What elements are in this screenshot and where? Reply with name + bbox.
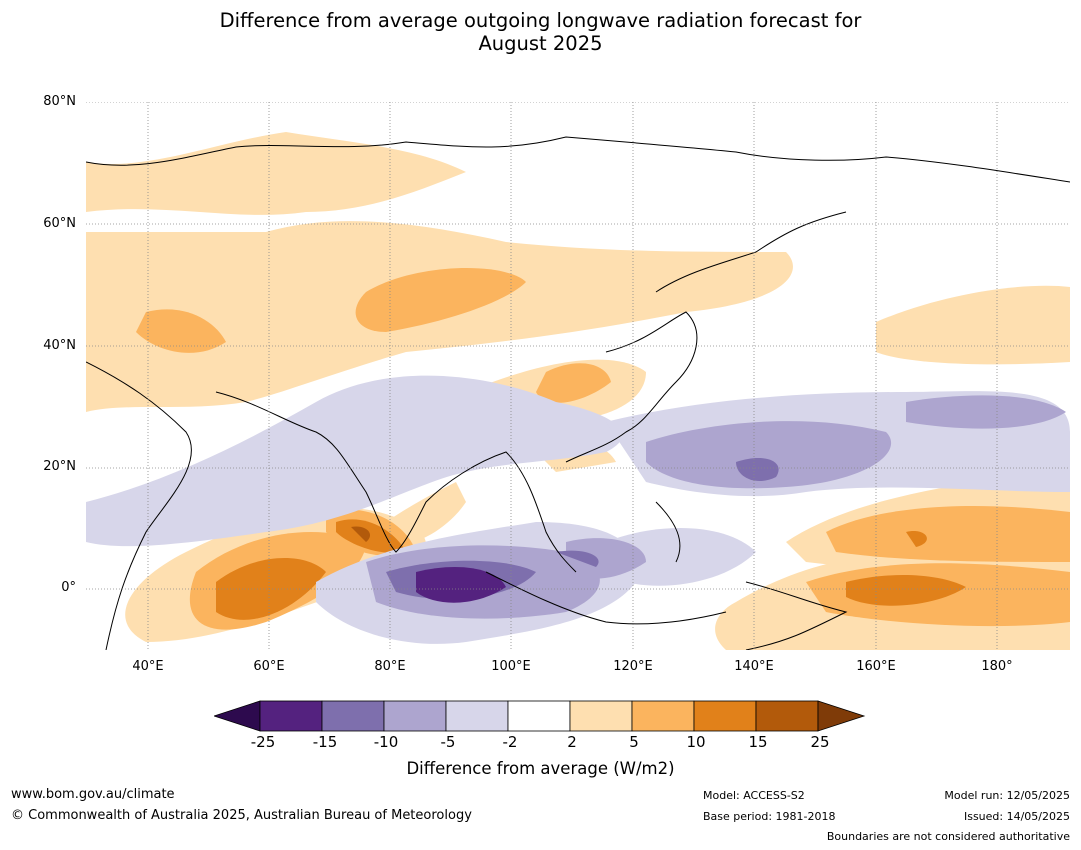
colorbar-tick-2: -10 bbox=[373, 733, 399, 751]
lon-label-40e: 40°E bbox=[132, 659, 164, 674]
issued-text: Issued: 14/05/2025 bbox=[963, 810, 1070, 823]
colorbar-tick-4: -2 bbox=[502, 733, 518, 751]
anomaly-map bbox=[86, 102, 1070, 650]
colorbar-tick-5: 2 bbox=[567, 733, 577, 751]
base-period-text: Base period: 1981-2018 bbox=[703, 810, 836, 823]
title-line-1: Difference from average outgoing longwav… bbox=[219, 9, 862, 32]
lat-label-0: 0° bbox=[61, 580, 76, 595]
colorbar-segment bbox=[755, 700, 819, 732]
title-line-2: August 2025 bbox=[478, 32, 603, 55]
colorbar-segment bbox=[569, 700, 633, 732]
colorbar-extend-low bbox=[214, 700, 261, 732]
colorbar-segment bbox=[445, 700, 509, 732]
lat-label-20n: 20°N bbox=[43, 459, 76, 474]
colorbar-label: Difference from average (W/m2) bbox=[406, 759, 675, 778]
colorbar bbox=[214, 700, 866, 732]
model-text: Model: ACCESS-S2 bbox=[703, 789, 805, 802]
gridlines bbox=[86, 102, 1070, 650]
model-run-text: Model run: 12/05/2025 bbox=[944, 789, 1070, 802]
colorbar-tick-9: 25 bbox=[810, 733, 830, 751]
lon-label-120e: 120°E bbox=[613, 659, 653, 674]
colorbar-tick-6: 5 bbox=[629, 733, 639, 751]
lon-label-160e: 160°E bbox=[856, 659, 896, 674]
lat-label-40n: 40°N bbox=[43, 338, 76, 353]
lon-label-60e: 60°E bbox=[253, 659, 285, 674]
colorbar-segment bbox=[259, 700, 323, 732]
colorbar-tick-3: -5 bbox=[440, 733, 456, 751]
chart-title: Difference from average outgoing longwav… bbox=[0, 9, 1081, 55]
colorbar-tick-0: -25 bbox=[250, 733, 276, 751]
lat-label-60n: 60°N bbox=[43, 216, 76, 231]
colorbar-segment bbox=[383, 700, 447, 732]
colorbar-segment bbox=[507, 700, 571, 732]
colorbar-extend-high bbox=[817, 700, 866, 732]
colorbar-segment bbox=[631, 700, 695, 732]
website-link[interactable]: www.bom.gov.au/climate bbox=[11, 787, 175, 802]
negative-anomaly-regions bbox=[86, 375, 1070, 644]
lon-label-180: 180° bbox=[981, 659, 1013, 674]
lon-label-140e: 140°E bbox=[734, 659, 774, 674]
colorbar-tick-8: 15 bbox=[748, 733, 768, 751]
colorbar-segment bbox=[693, 700, 757, 732]
colorbar-tick-7: 10 bbox=[686, 733, 706, 751]
colorbar-tick-1: -15 bbox=[312, 733, 338, 751]
lon-label-80e: 80°E bbox=[374, 659, 406, 674]
copyright-text: © Commonwealth of Australia 2025, Austra… bbox=[11, 808, 472, 823]
lat-label-80n: 80°N bbox=[43, 94, 76, 109]
disclaimer-text: Boundaries are not considered authoritat… bbox=[826, 830, 1070, 843]
colorbar-segment bbox=[321, 700, 385, 732]
coastlines bbox=[86, 136, 1070, 650]
positive-anomaly-regions bbox=[86, 132, 1070, 650]
lon-label-100e: 100°E bbox=[491, 659, 531, 674]
